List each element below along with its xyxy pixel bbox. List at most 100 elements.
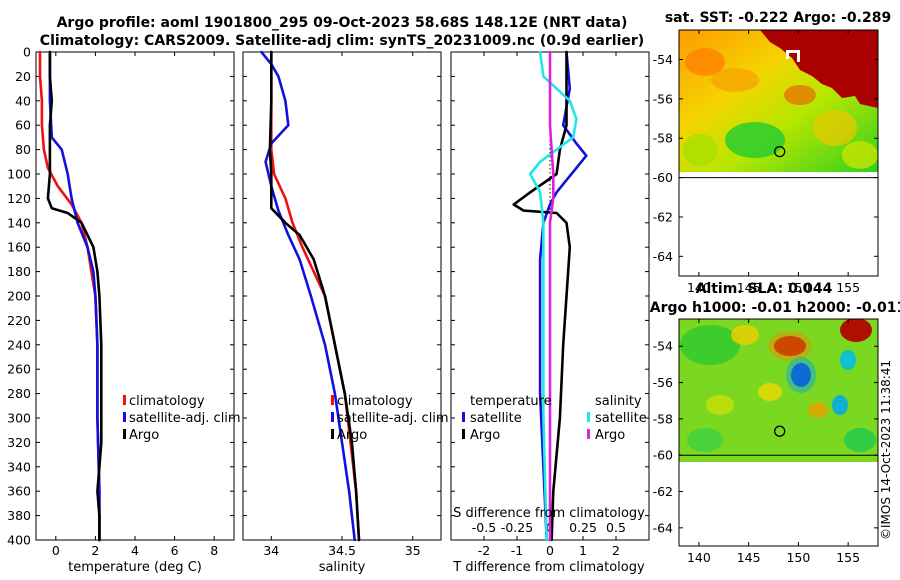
y-tick-label: 40 xyxy=(15,93,31,108)
legend-label-s-argo: Argo xyxy=(595,428,625,443)
y-tick-label: 340 xyxy=(7,459,31,474)
legend-swatch-argo xyxy=(123,429,126,439)
temperature-plot-frame xyxy=(35,51,235,541)
y-tick-label: 80 xyxy=(15,142,31,157)
y-tick-label: 180 xyxy=(7,264,31,279)
difference-panel: -2 -1 0 1 2 -0.5 -0.25 0 0.25 0.5 T difference f… xyxy=(450,50,650,575)
y-tick-label: 160 xyxy=(7,240,31,255)
x-tick-label: 8 xyxy=(210,543,218,558)
legend-label-t-satellite: satellite xyxy=(470,411,522,426)
legend-swatch-t-argo xyxy=(462,429,465,439)
sst-argo-position-marker xyxy=(774,145,786,158)
x-tick-label: 34.5 xyxy=(328,543,356,558)
salinity-legend: climatology satellite-adj. clim Argo xyxy=(331,394,449,443)
legend-label-satellite: satellite-adj. clim xyxy=(337,411,449,426)
legend-swatch-satellite xyxy=(123,412,126,422)
x-tick-label: 1 xyxy=(579,543,587,558)
y-tick-label: 300 xyxy=(7,411,31,426)
y-tick-label: 320 xyxy=(7,435,31,450)
y-tick-label: 240 xyxy=(7,337,31,352)
series-line-argo xyxy=(268,50,361,542)
y-tick-label: 220 xyxy=(7,313,31,328)
lon-tick-label: 155 xyxy=(836,280,860,295)
lat-tick-label: -60 xyxy=(653,170,673,185)
y-tick-label: 400 xyxy=(7,533,31,548)
lat-tick-label: -58 xyxy=(653,411,673,426)
lon-tick-label: 140 xyxy=(687,550,711,565)
legend-swatch-s-argo xyxy=(587,429,590,439)
lat-tick-label: -62 xyxy=(653,209,673,224)
x-tick-label: 6 xyxy=(171,543,179,558)
y-tick-label: 20 xyxy=(15,69,31,84)
sla-map-title-line1: Altim. SLA: 0.044 xyxy=(696,281,833,297)
x-tick-label: 35 xyxy=(405,543,421,558)
legend-swatch-s-satellite xyxy=(587,412,590,422)
lon-tick-label: 145 xyxy=(737,550,761,565)
sst-map-frame xyxy=(678,29,879,277)
series-line-argo xyxy=(46,50,103,542)
lat-tick-label: -54 xyxy=(653,52,673,67)
series-line-t-argo xyxy=(512,50,572,542)
legend-swatch-climatology xyxy=(331,395,334,405)
sla-map-image xyxy=(679,319,878,462)
lat-tick-label: -62 xyxy=(653,484,673,499)
lon-tick-label: 150 xyxy=(786,550,810,565)
y-tick-label: 140 xyxy=(7,215,31,230)
y-tick-label: 200 xyxy=(7,289,31,304)
series-line-s-argo xyxy=(548,50,555,542)
lon-tick-label: 155 xyxy=(836,550,860,565)
x-tick-label: 34 xyxy=(263,543,279,558)
legend-label-climatology: climatology xyxy=(337,394,413,409)
legend-label-s-satellite: satellite xyxy=(595,411,647,426)
sst-map-image xyxy=(679,30,878,172)
difference-legend: temperature satellite Argo salinity sate… xyxy=(462,394,647,443)
sst-map-title: sat. SST: -0.222 Argo: -0.289 xyxy=(665,10,891,26)
y-tick-label: 100 xyxy=(7,167,31,182)
y-tick-label: 120 xyxy=(7,191,31,206)
salinity-plot-frame xyxy=(242,51,442,541)
lat-tick-label: -64 xyxy=(653,520,673,535)
legend-swatch-satellite xyxy=(331,412,334,422)
x-tick-label: 0 xyxy=(546,543,554,558)
y-tick-label: 360 xyxy=(7,484,31,499)
sla-map-frame xyxy=(678,318,879,547)
series-line-s-satellite xyxy=(528,50,578,542)
legend-label-argo: Argo xyxy=(337,428,367,443)
lat-tick-label: -56 xyxy=(653,375,673,390)
x2-tick-label: -0.25 xyxy=(501,520,533,535)
lat-tick-label: -54 xyxy=(653,339,673,354)
lat-tick-label: -60 xyxy=(653,448,673,463)
y-tick-label: 380 xyxy=(7,508,31,523)
lon-tick-label: 150 xyxy=(786,280,810,295)
legend-label-argo: Argo xyxy=(129,428,159,443)
x2-tick-label: -0.5 xyxy=(472,520,496,535)
t-difference-xlabel: T difference from climatology xyxy=(452,560,645,575)
temperature-legend: climatology satellite-adj. clim Argo xyxy=(123,394,241,443)
figure-title-line2: Climatology: CARS2009. Satellite-adj cli… xyxy=(40,33,644,49)
legend-title-salinity: salinity xyxy=(595,394,642,409)
series-line-satellite-adj-clim xyxy=(260,50,357,542)
sla-argo-position-marker xyxy=(774,425,786,437)
x-tick-label: 2 xyxy=(612,543,620,558)
x-tick-label: -2 xyxy=(478,543,490,558)
y-tick-label: 0 xyxy=(23,45,31,60)
lon-tick-label: 145 xyxy=(737,280,761,295)
x-tick-label: -1 xyxy=(511,543,523,558)
figure-title-line1: Argo profile: aoml 1901800_295 09-Oct-20… xyxy=(57,15,628,31)
salinity-xlabel: salinity xyxy=(319,560,366,575)
x2-tick-label: 0.25 xyxy=(569,520,597,535)
lat-tick-label: -64 xyxy=(653,249,673,264)
legend-label-satellite: satellite-adj. clim xyxy=(129,411,241,426)
s-difference-xlabel: S difference from climatology xyxy=(453,506,645,521)
x2-tick-label: 0.5 xyxy=(606,520,626,535)
y-tick-label: 260 xyxy=(7,362,31,377)
legend-title-temperature: temperature xyxy=(470,394,552,409)
lat-tick-label: -58 xyxy=(653,131,673,146)
x-tick-label: 0 xyxy=(52,543,60,558)
x-tick-label: 4 xyxy=(131,543,139,558)
y-tick-label: 280 xyxy=(7,386,31,401)
lat-tick-label: -56 xyxy=(653,91,673,106)
imos-timestamp-watermark: ©IMOS 14-Oct-2023 11:38:41 xyxy=(879,360,893,540)
legend-label-t-argo: Argo xyxy=(470,428,500,443)
